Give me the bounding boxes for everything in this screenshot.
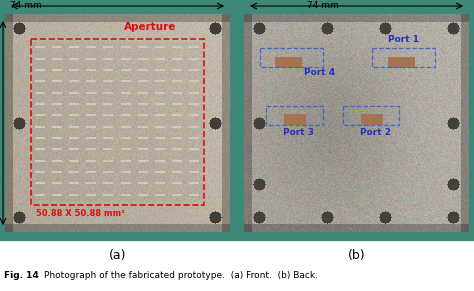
Bar bbox=[343, 106, 399, 125]
Bar bbox=[266, 106, 323, 125]
Text: Port 2: Port 2 bbox=[360, 127, 391, 136]
Text: (a): (a) bbox=[109, 249, 126, 262]
Text: 50.88 X 50.88 mm²: 50.88 X 50.88 mm² bbox=[36, 209, 126, 218]
Text: Port 4: Port 4 bbox=[304, 68, 335, 77]
Bar bbox=[260, 48, 323, 68]
Text: (b): (b) bbox=[348, 249, 365, 262]
Bar bbox=[0, 0, 474, 240]
Text: Photograph of the fabricated prototype.  (a) Front.  (b) Back.: Photograph of the fabricated prototype. … bbox=[44, 272, 318, 281]
Text: 74 mm: 74 mm bbox=[307, 1, 339, 10]
Text: Aperture: Aperture bbox=[124, 22, 177, 32]
Text: Port 3: Port 3 bbox=[283, 127, 314, 136]
Bar bbox=[372, 48, 435, 68]
Text: Fig. 14: Fig. 14 bbox=[4, 272, 39, 281]
Text: Port 1: Port 1 bbox=[388, 35, 419, 44]
Bar bbox=[31, 39, 204, 205]
Text: 74 mm: 74 mm bbox=[10, 1, 42, 10]
